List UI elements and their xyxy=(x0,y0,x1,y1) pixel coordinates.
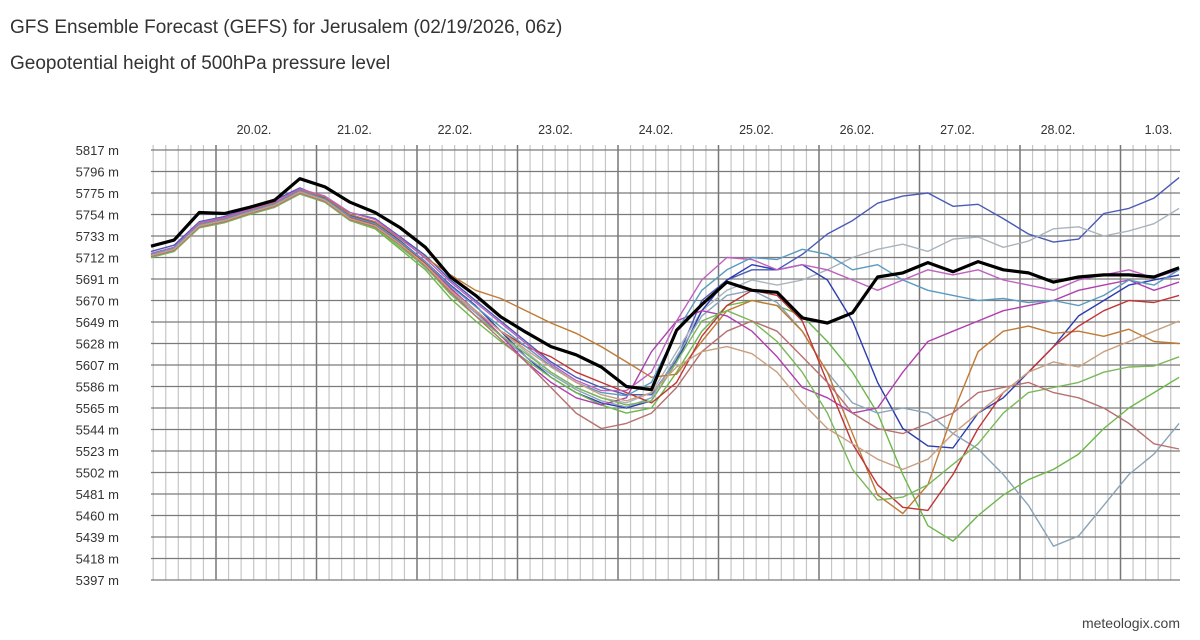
y-tick-label: 5775 m xyxy=(76,186,119,201)
y-tick-label: 5628 m xyxy=(76,337,119,352)
x-axis-ticks: 20.02. 21.02. 22.02. 23.02. 24.02. 25.02. 26.0… xyxy=(237,123,1173,137)
y-tick-label: 5481 m xyxy=(76,487,119,502)
y-tick-label: 5418 m xyxy=(76,552,119,567)
y-tick-label: 5544 m xyxy=(76,423,119,438)
y-tick-label: 5817 m xyxy=(76,143,119,158)
ensemble-member-line-4 xyxy=(150,193,1180,542)
x-tick-label: 22.02. xyxy=(438,123,473,137)
control-run-line xyxy=(150,177,1180,392)
y-tick-label: 5586 m xyxy=(76,380,119,395)
y-tick-label: 5712 m xyxy=(76,251,119,266)
y-tick-label: 5691 m xyxy=(76,272,119,287)
ensemble-member-line-13 xyxy=(150,191,1180,471)
y-tick-label: 5397 m xyxy=(76,573,119,588)
y-tick-label: 5607 m xyxy=(76,358,119,373)
x-tick-label: 23.02. xyxy=(538,123,573,137)
ensemble-member-line-8 xyxy=(150,191,1180,512)
ensemble-member-line-3 xyxy=(150,190,1180,449)
y-tick-label: 5754 m xyxy=(76,208,119,223)
y-tick-label: 5502 m xyxy=(76,466,119,481)
x-tick-label: 26.02. xyxy=(840,123,875,137)
x-tick-label: 24.02. xyxy=(639,123,674,137)
y-tick-label: 5649 m xyxy=(76,315,119,330)
y-tick-label: 5565 m xyxy=(76,401,119,416)
x-tick-label: 1.03. xyxy=(1145,123,1173,137)
y-tick-label: 5796 m xyxy=(76,165,119,180)
x-tick-label: 25.02. xyxy=(739,123,774,137)
ensemble-member-line-9 xyxy=(150,193,1180,501)
y-axis-ticks: 5817 m 5796 m 5775 m 5754 m 5733 m 5712 m 5691… xyxy=(76,143,119,588)
grid xyxy=(151,145,1180,581)
x-tick-label: 28.02. xyxy=(1041,123,1076,137)
y-tick-label: 5523 m xyxy=(76,444,119,459)
y-tick-label: 5670 m xyxy=(76,294,119,309)
ensemble-member-line-11 xyxy=(150,188,1180,392)
source-credit: meteologix.com xyxy=(1081,615,1180,631)
x-tick-label: 27.02. xyxy=(940,123,975,137)
y-tick-label: 5460 m xyxy=(76,509,119,524)
y-tick-label: 5439 m xyxy=(76,530,119,545)
y-tick-label: 5733 m xyxy=(76,229,119,244)
chart-subtitle: Geopotential height of 500hPa pressure l… xyxy=(10,53,391,74)
x-tick-label: 21.02. xyxy=(337,123,372,137)
ensemble-member-line-1 xyxy=(150,177,1180,396)
chart-title: GFS Ensemble Forecast (GEFS) for Jerusal… xyxy=(10,17,563,38)
series-lines xyxy=(150,177,1180,547)
ensemble-member-line-2 xyxy=(150,191,1180,404)
ensemble-member-line-10 xyxy=(150,192,1180,450)
x-tick-label: 20.02. xyxy=(237,123,272,137)
ensemble-member-line-6 xyxy=(150,189,1180,515)
